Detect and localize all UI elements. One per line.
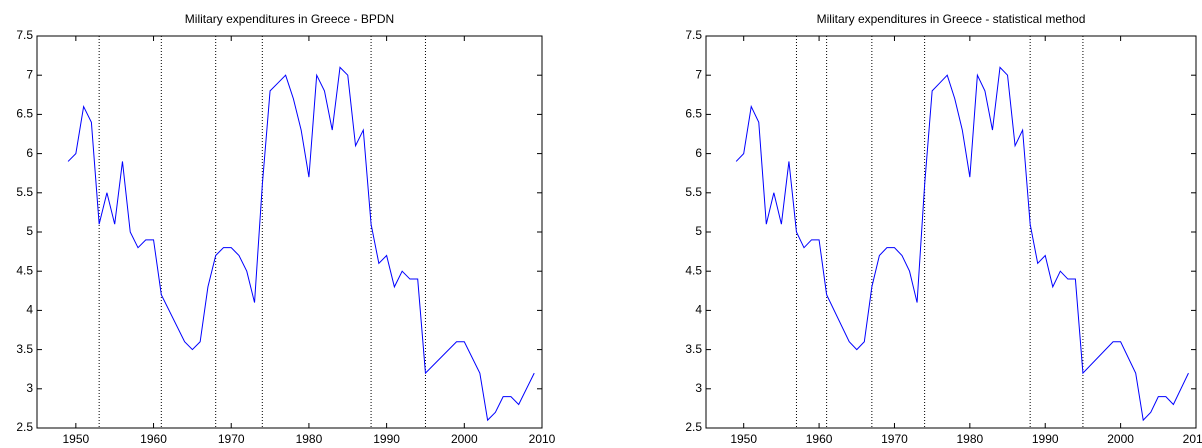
chart-title: Military expenditures in Greece - BPDN xyxy=(185,12,394,26)
x-tick-label: 1950 xyxy=(62,432,89,446)
y-tick-label: 7.5 xyxy=(685,28,702,42)
y-tick-label: 4.5 xyxy=(685,263,702,277)
y-tick-label: 7.5 xyxy=(16,28,33,42)
x-tick-label: 1960 xyxy=(140,432,167,446)
y-tick-label: 6 xyxy=(695,146,702,160)
y-tick-label: 5.5 xyxy=(16,185,33,199)
plot-area xyxy=(705,35,1197,429)
x-tick-label: 2010 xyxy=(1183,432,1202,446)
x-tick-label: 1980 xyxy=(956,432,983,446)
y-tick-label: 5 xyxy=(695,224,702,238)
y-tick-label: 3.5 xyxy=(16,342,33,356)
y-tick-label: 7 xyxy=(26,67,33,81)
y-tick-label: 2.5 xyxy=(685,420,702,434)
x-tick-label: 1950 xyxy=(730,432,757,446)
x-tick-label: 1970 xyxy=(881,432,908,446)
chart-title: Military expenditures in Greece - statis… xyxy=(817,12,1086,26)
x-tick-label: 2000 xyxy=(1107,432,1134,446)
y-tick-label: 3 xyxy=(26,381,33,395)
y-tick-label: 2.5 xyxy=(16,420,33,434)
y-tick-label: 5.5 xyxy=(685,185,702,199)
x-tick-label: 2000 xyxy=(451,432,478,446)
x-tick-label: 2010 xyxy=(529,432,556,446)
data-line xyxy=(67,66,535,422)
plot-area xyxy=(36,35,543,429)
x-tick-label: 1960 xyxy=(806,432,833,446)
x-tick-label: 1990 xyxy=(1032,432,1059,446)
data-line xyxy=(735,66,1189,422)
y-tick-label: 4.5 xyxy=(16,263,33,277)
y-tick-label: 3.5 xyxy=(685,342,702,356)
x-tick-label: 1970 xyxy=(218,432,245,446)
y-tick-label: 6.5 xyxy=(685,107,702,121)
y-tick-label: 7 xyxy=(695,67,702,81)
y-tick-label: 6.5 xyxy=(16,107,33,121)
y-tick-label: 5 xyxy=(26,224,33,238)
y-tick-label: 6 xyxy=(26,146,33,160)
x-tick-label: 1980 xyxy=(296,432,323,446)
y-tick-label: 4 xyxy=(695,303,702,317)
x-tick-label: 1990 xyxy=(373,432,400,446)
y-tick-label: 4 xyxy=(26,303,33,317)
y-tick-label: 3 xyxy=(695,381,702,395)
